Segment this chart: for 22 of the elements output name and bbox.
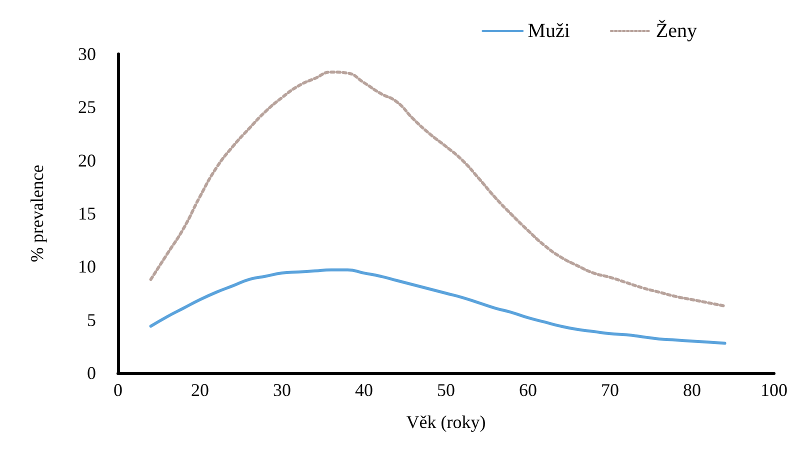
y-tick-label: 20 — [78, 150, 96, 170]
x-tick-label: 40 — [355, 380, 373, 400]
y-tick-label: 10 — [78, 256, 96, 277]
x-tick-label: 100 — [760, 380, 788, 400]
x-tick-label: 0 — [114, 380, 122, 400]
y-tick-label: 15 — [78, 204, 96, 224]
line-series — [149, 268, 726, 345]
x-tick-label: 80 — [683, 380, 701, 400]
y-tick-label: 30 — [78, 44, 96, 64]
y-tick-label: 5 — [87, 310, 96, 330]
x-axis-title: Věk (roky) — [406, 412, 486, 432]
y-tick-label: 25 — [78, 97, 96, 118]
x-tick-label: 60 — [519, 380, 537, 400]
x-tick-label: 50 — [437, 380, 455, 400]
x-tick-label: 70 — [601, 380, 619, 400]
line-series — [149, 70, 726, 308]
legend-label: Ženy — [656, 19, 697, 42]
y-axis-title: % prevalence — [27, 164, 47, 262]
x-tick-label: 20 — [191, 380, 209, 400]
legend-label: Muži — [528, 20, 570, 42]
x-tick-label: 30 — [273, 380, 291, 400]
y-tick-label: 0 — [87, 363, 96, 383]
